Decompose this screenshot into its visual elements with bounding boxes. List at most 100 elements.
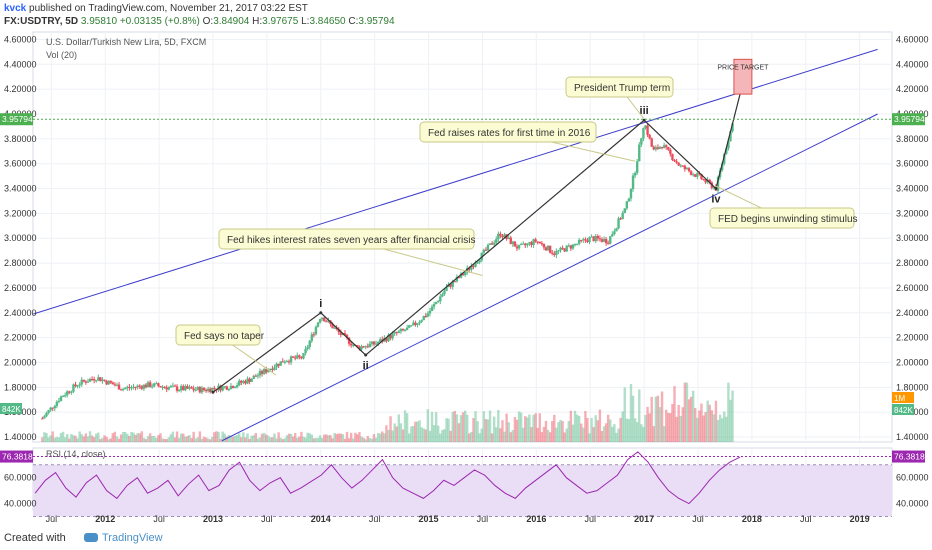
candle-body (148, 382, 152, 387)
candle-body (551, 252, 554, 254)
volume-bar (395, 426, 398, 442)
candle-body (312, 334, 316, 336)
candle-body (577, 239, 581, 244)
volume-bar (331, 438, 334, 442)
volume-bar (368, 438, 372, 442)
volume-bar (167, 437, 170, 442)
volume-bar (488, 410, 492, 442)
last-price-tag-right (892, 113, 925, 126)
volume-bar (590, 417, 593, 442)
volume-bar (700, 403, 703, 442)
volume-bar (694, 408, 697, 442)
volume-bar (146, 436, 150, 442)
candle-body (528, 242, 531, 244)
volume-bar (310, 434, 313, 442)
volume-bar (111, 433, 115, 442)
candle-body (385, 338, 388, 342)
candle-body (567, 245, 571, 247)
last-price-tag-text: 3.95794 (2, 114, 33, 124)
volume-bar (121, 431, 125, 442)
volume-bar (677, 404, 680, 442)
volume-bar (252, 435, 255, 442)
candle-body (175, 386, 179, 391)
candle-body (258, 370, 262, 376)
author-link[interactable]: kvck (4, 3, 27, 14)
candle-body (374, 343, 378, 345)
candle-body (727, 141, 730, 149)
volume-bar (200, 438, 204, 442)
y-tick-left: 4.20000 (4, 84, 37, 94)
candle-body (563, 248, 566, 252)
candle-body (683, 165, 687, 170)
candle-body (136, 385, 139, 388)
volume-bar (343, 438, 347, 442)
candle-body (654, 147, 658, 150)
candle-body (720, 163, 724, 171)
candle-body (55, 401, 59, 407)
volume-bar (126, 433, 129, 442)
candle-body (513, 241, 517, 247)
candle-body (335, 327, 338, 330)
volume-bar (401, 429, 405, 442)
volume-bar (461, 412, 465, 442)
candle-body (675, 161, 678, 163)
candle-body (47, 410, 50, 413)
candle-body (349, 343, 353, 346)
volume-tag-text: 1M (894, 394, 905, 403)
volume-bar (97, 432, 100, 442)
volume-bar (323, 434, 326, 442)
volume-bar (437, 425, 440, 442)
y-tick-right: 4.60000 (896, 34, 929, 44)
x-tick-label: Jul (153, 514, 165, 524)
y-tick-left: 2.60000 (4, 283, 37, 293)
candle-body (347, 337, 351, 344)
volume-bar (530, 427, 533, 442)
candle-body (503, 234, 506, 238)
candle-body (426, 313, 430, 317)
volume-bar (119, 434, 123, 442)
volume-bar (298, 436, 301, 442)
volume-bar (329, 434, 332, 442)
volume-bar (206, 438, 210, 442)
candle-body (262, 369, 266, 374)
candle-body (698, 173, 701, 175)
volume-bar (302, 436, 305, 442)
open-label: O: (202, 16, 214, 27)
candle-body (455, 277, 459, 282)
volume-bar (509, 432, 512, 442)
rsi-band (33, 464, 892, 517)
candle-body (582, 239, 585, 241)
volume-bar (138, 433, 141, 442)
candle-body (150, 386, 154, 388)
candle-body (474, 263, 477, 267)
volume-bar (99, 439, 102, 442)
volume-bar (68, 438, 71, 442)
volume-bar (287, 433, 291, 442)
candle-body (609, 236, 612, 244)
candle-body (476, 262, 479, 264)
volume-bar (410, 426, 413, 442)
volume-bar (273, 433, 276, 442)
volume-bars (41, 382, 734, 442)
candle-body (267, 370, 270, 373)
rsi-value-tag (892, 450, 925, 463)
candle-body (650, 138, 653, 147)
candle-body (729, 131, 732, 142)
candle-body (596, 235, 600, 239)
y-tick-right: 4.20000 (896, 84, 929, 94)
volume-bar (546, 429, 550, 442)
candle-body (395, 332, 398, 334)
tradingview-brand[interactable]: TradingView (102, 532, 163, 544)
candle-body (134, 386, 137, 388)
candle-body (559, 247, 562, 251)
candle-body (59, 396, 63, 401)
volume-bar (327, 435, 330, 442)
volume-bar (325, 434, 328, 442)
candle-body (546, 245, 550, 251)
volume-bar (109, 438, 112, 442)
candle-body (687, 168, 691, 172)
candle-body (640, 138, 643, 145)
volume-bar (374, 437, 378, 442)
candle-body (495, 239, 498, 243)
